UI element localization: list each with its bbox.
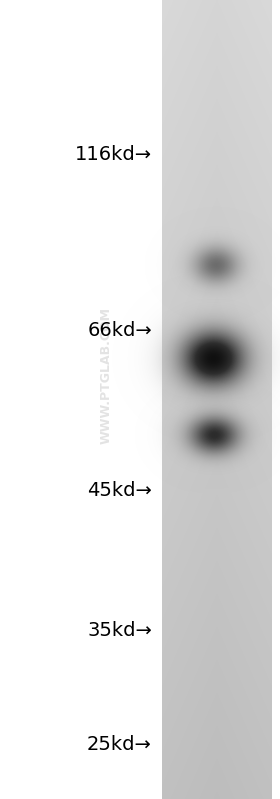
Text: WWW.PTGLAB.COM: WWW.PTGLAB.COM [100,307,113,444]
Text: 45kd→: 45kd→ [87,480,152,499]
Text: 35kd→: 35kd→ [87,621,152,639]
Text: 116kd→: 116kd→ [75,145,152,165]
Text: 25kd→: 25kd→ [87,736,152,754]
Text: 66kd→: 66kd→ [87,320,152,340]
